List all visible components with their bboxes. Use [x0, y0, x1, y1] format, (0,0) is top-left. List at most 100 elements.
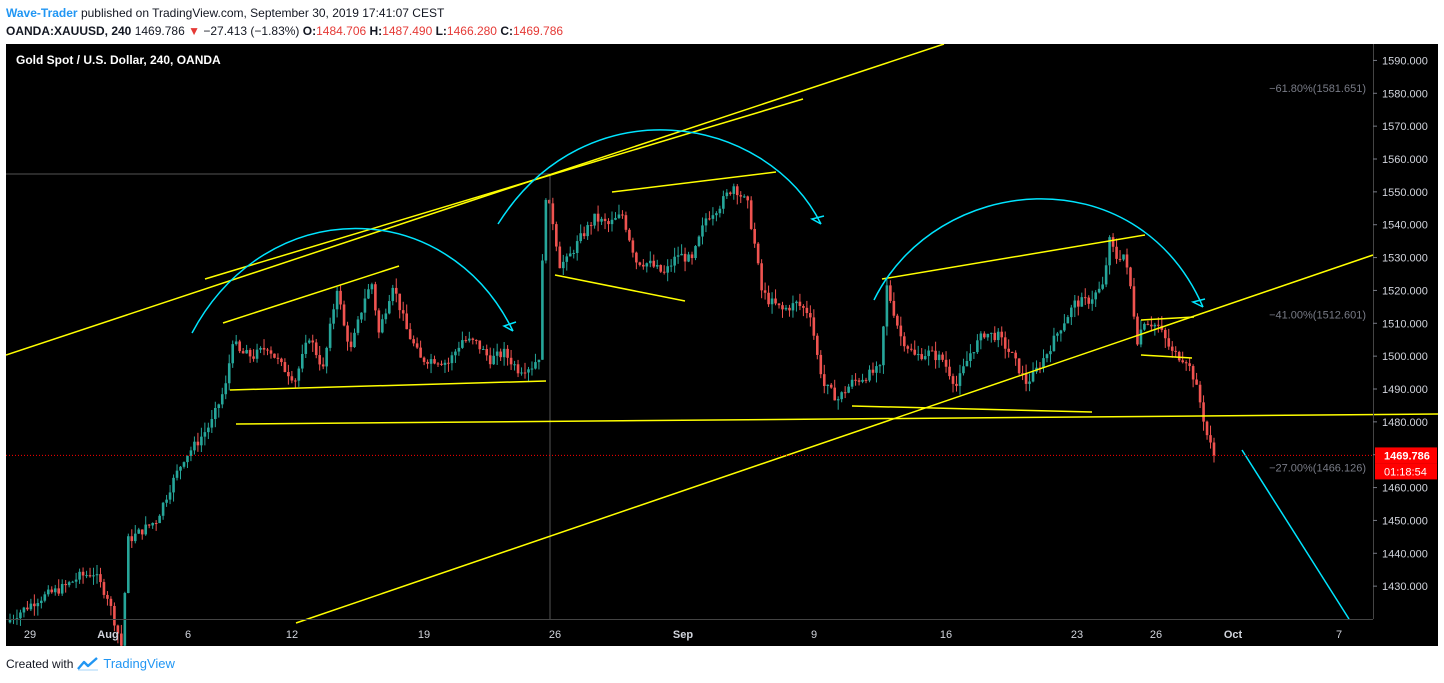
chart-title: Gold Spot / U.S. Dollar, 240, OANDA	[16, 53, 221, 67]
candle-body	[937, 354, 941, 361]
candle-body	[739, 195, 743, 197]
range-support-line	[229, 380, 547, 391]
candle-body	[443, 362, 447, 365]
candle-body	[659, 265, 663, 272]
small-flag-upper-line	[1140, 316, 1195, 321]
candle-body	[986, 333, 990, 338]
candle-body	[217, 404, 221, 408]
candle-body	[471, 338, 475, 340]
candle-body	[335, 290, 339, 310]
candle-body	[676, 255, 680, 257]
published-text: published on TradingView.com, September …	[80, 6, 445, 20]
candle-body	[889, 285, 892, 301]
candle-body	[78, 571, 81, 580]
candle-body	[301, 353, 304, 369]
candle-body	[120, 633, 123, 646]
candle-body	[374, 284, 377, 311]
time-tick-label: 6	[185, 629, 191, 641]
candle-body	[106, 594, 109, 599]
candle-body	[474, 339, 478, 341]
candle-body	[15, 618, 19, 620]
candle-body	[26, 607, 29, 610]
candle-body	[280, 358, 283, 363]
countdown-badge	[1375, 463, 1437, 480]
candle-body	[1163, 329, 1167, 339]
candle-body	[1087, 297, 1091, 304]
candle-body	[673, 256, 676, 266]
candle-body	[144, 524, 148, 535]
price-tick-label: 1570.000	[1382, 121, 1428, 133]
candle-body	[749, 200, 753, 229]
candle-body	[593, 213, 596, 226]
candle-body	[488, 355, 492, 365]
open-value: 1484.706	[316, 24, 367, 38]
candle-body	[147, 524, 151, 526]
candle-body	[1122, 254, 1125, 260]
candle-body	[252, 356, 255, 359]
candle-body	[544, 199, 548, 261]
candle-body	[1205, 421, 1209, 436]
candle-body	[899, 325, 903, 337]
last-price-text: 1469.786	[134, 24, 185, 38]
candle-body	[701, 225, 704, 237]
candle-body	[259, 347, 262, 350]
candle-body	[541, 260, 544, 360]
candle-body	[1101, 284, 1104, 289]
close-value: 1469.786	[513, 24, 564, 38]
candle-body	[697, 236, 701, 247]
candle-body	[767, 292, 770, 305]
candle-body	[415, 343, 419, 348]
candle-body	[603, 218, 607, 222]
price-tick-label: 1460.000	[1382, 483, 1428, 495]
price-tick-label: 1520.000	[1382, 285, 1428, 297]
candle-body	[1028, 381, 1031, 384]
time-tick-label: 26	[549, 629, 561, 641]
candle-body	[1076, 300, 1080, 307]
price-chart[interactable]: −61.80%(1581.651) −41.00%(1512.601) −27.00…	[6, 44, 1438, 646]
candle-body	[57, 588, 61, 594]
candle-body	[394, 287, 398, 294]
time-tick-label: 9	[811, 629, 817, 641]
price-tick-label: 1510.000	[1382, 318, 1428, 330]
candle-body	[648, 260, 652, 264]
candle-body	[360, 312, 363, 320]
candle-body	[241, 351, 245, 354]
candle-body	[638, 262, 642, 265]
arrowhead-icon	[809, 215, 825, 225]
candle-body	[791, 303, 795, 311]
candle-body	[328, 323, 332, 348]
candle-body	[137, 529, 141, 534]
candle-body	[419, 347, 422, 358]
candle-body	[1059, 330, 1063, 334]
candle-body	[60, 583, 64, 594]
tradingview-logo-icon	[77, 656, 99, 670]
candle-body	[1073, 300, 1077, 308]
candle-body	[325, 347, 328, 367]
candle-body	[930, 350, 934, 352]
author-link[interactable]: Wave-Trader	[6, 6, 78, 20]
candle-body	[805, 307, 809, 314]
candle-body	[753, 228, 756, 244]
candle-body	[1111, 237, 1115, 247]
candle-body	[1153, 324, 1157, 327]
chart-area[interactable]: −61.80%(1581.651) −41.00%(1512.601) −27.00…	[6, 44, 1438, 646]
candle-body	[756, 243, 760, 264]
time-tick-label: 29	[24, 629, 36, 641]
candle-body	[1195, 379, 1198, 385]
price-tick-label: 1530.000	[1382, 253, 1428, 265]
candle-body	[109, 598, 113, 606]
candle-body	[1017, 358, 1021, 374]
candle-body	[1184, 362, 1188, 364]
price-tick-label: 1450.000	[1382, 515, 1428, 527]
tradingview-brand-link[interactable]: TradingView	[103, 656, 175, 671]
candle-body	[795, 301, 798, 304]
candle-body	[307, 340, 311, 343]
candle-body	[356, 319, 360, 333]
candle-body	[621, 214, 624, 216]
candle-body	[290, 376, 294, 381]
candle-body	[196, 441, 200, 446]
candle-body	[502, 348, 506, 358]
candle-body	[140, 529, 144, 535]
low-value: 1466.280	[446, 24, 497, 38]
candle-body	[798, 301, 802, 306]
